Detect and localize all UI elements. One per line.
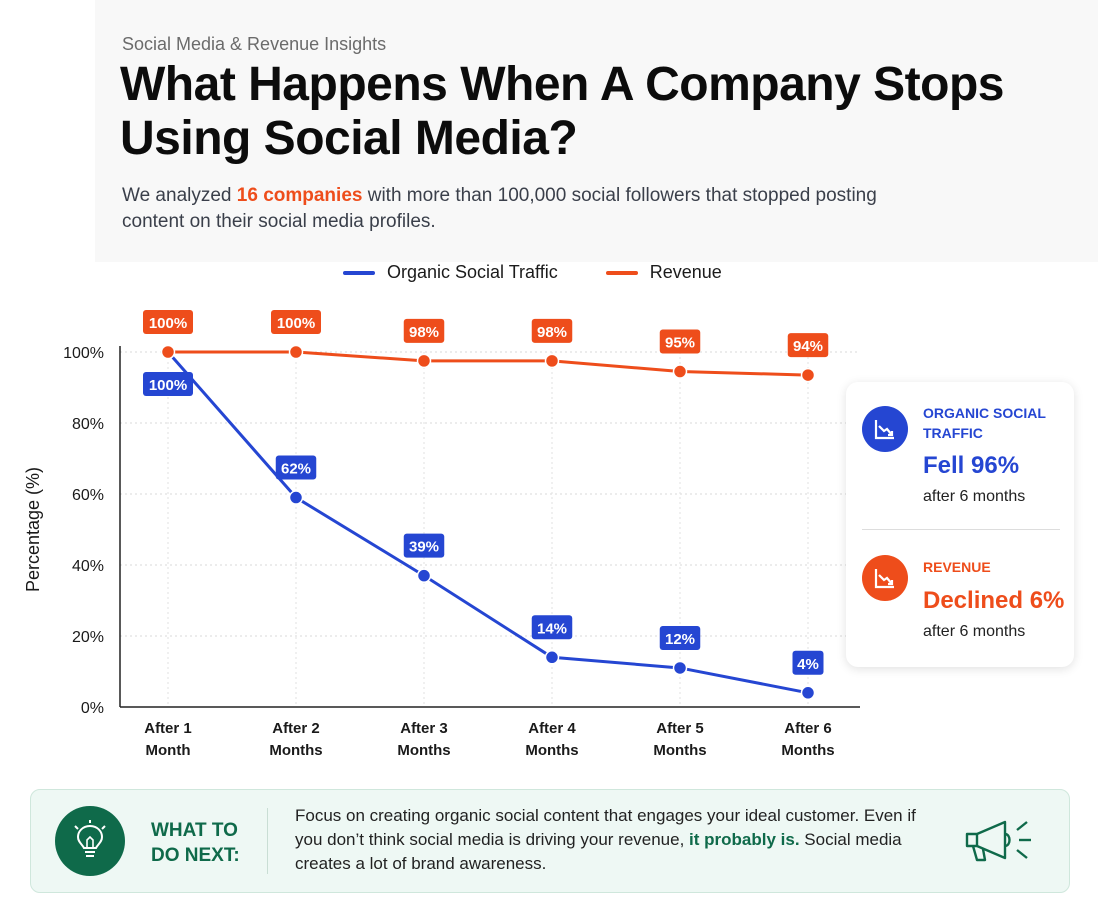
subtitle: We analyzed 16 companies with more than … — [122, 183, 882, 235]
y-tick-label: 0% — [81, 700, 104, 717]
legend-item-revenue: Revenue — [605, 262, 722, 283]
revenue-change: Declined 6% — [923, 587, 1064, 615]
data-point-organic — [800, 685, 816, 701]
legend-item-organic: Organic Social Traffic — [343, 262, 558, 283]
data-label-box-revenue — [659, 329, 701, 354]
organic-label-line2: TRAFFIC — [923, 425, 983, 441]
chart-legend: Organic Social Traffic Revenue — [343, 262, 770, 283]
organic-badge — [862, 406, 908, 452]
data-label-revenue: 98% — [537, 324, 567, 341]
subtitle-highlight: 16 companies — [236, 185, 363, 206]
x-tick-label: After 2 — [272, 720, 320, 737]
next-steps-panel: WHAT TO DO NEXT: Focus on creating organ… — [30, 789, 1070, 893]
data-label-box-revenue — [271, 310, 321, 334]
data-label-box-revenue — [403, 318, 445, 343]
x-tick-label: Months — [781, 742, 834, 759]
y-tick-label: 80% — [72, 416, 104, 433]
data-label-box-organic — [143, 372, 193, 396]
data-point-revenue — [288, 344, 304, 360]
data-label-revenue: 100% — [277, 315, 315, 332]
y-axis-label: Percentage (%) — [23, 467, 43, 592]
organic-change: Fell 96% — [923, 452, 1020, 479]
y-tick-label: 60% — [72, 487, 104, 504]
revenue-change-value: 6% — [1029, 587, 1065, 614]
data-label-organic: 12% — [665, 631, 695, 648]
data-point-organic — [288, 490, 304, 505]
data-point-revenue — [416, 353, 432, 369]
data-label-box-revenue — [143, 310, 193, 334]
page-title: What Happens When A Company Stops Using … — [120, 58, 1004, 165]
chart-down-icon — [874, 420, 894, 440]
x-tick-label: Months — [525, 742, 578, 759]
x-tick-label: Month — [146, 742, 191, 759]
legend-swatch-organic — [343, 270, 375, 275]
revenue-change-prefix: Declined — [923, 587, 1030, 614]
summary-divider — [862, 529, 1060, 530]
data-label-revenue: 94% — [793, 338, 823, 355]
eyebrow: Social Media & Revenue Insights — [122, 34, 387, 54]
x-tick-label: After 6 — [784, 720, 832, 737]
x-tick-label: Months — [653, 742, 706, 759]
x-tick-label: After 4 — [528, 720, 576, 737]
subtitle-text-start: We analyzed — [122, 185, 237, 206]
chart-down-icon — [874, 569, 894, 589]
series-line-revenue — [168, 350, 809, 377]
header-background — [95, 0, 1098, 262]
x-tick-label: Months — [269, 742, 322, 759]
data-point-revenue — [160, 344, 176, 360]
organic-period: after 6 months — [923, 488, 1026, 505]
data-point-organic — [544, 650, 560, 665]
x-tick-label: Months — [397, 742, 450, 759]
data-label-box-organic — [659, 625, 701, 650]
data-point-organic — [416, 568, 432, 583]
data-label-box-revenue — [531, 318, 573, 343]
data-point-revenue — [544, 353, 560, 369]
y-tick-label: 40% — [72, 558, 104, 575]
data-label-organic: 14% — [537, 620, 567, 637]
next-steps-highlight: it probably is. — [689, 830, 800, 849]
next-steps-divider — [267, 808, 268, 874]
legend-label-revenue: Revenue — [649, 262, 722, 282]
lightbulb-icon — [74, 820, 106, 857]
revenue-badge — [862, 555, 908, 601]
next-steps-text-start: Focus on creating organic social content… — [295, 806, 916, 849]
organic-label: ORGANIC SOCIAL TRAFFIC — [923, 403, 1046, 443]
data-label-box-organic — [792, 650, 824, 675]
data-label-box-revenue — [787, 333, 829, 358]
data-label-revenue: 95% — [665, 335, 695, 352]
revenue-label: REVENUE — [923, 559, 991, 575]
data-label-organic: 39% — [409, 539, 439, 556]
next-steps-text-end: Social media creates a lot of brand awar… — [295, 830, 902, 873]
next-steps-text: Focus on creating organic social content… — [295, 804, 935, 876]
y-tick-label: 100% — [63, 345, 104, 362]
y-tick-label: 20% — [72, 629, 104, 646]
next-steps-heading-line1: WHAT TO — [151, 820, 238, 841]
data-label-box-organic — [531, 615, 573, 640]
x-tick-label: After 3 — [400, 720, 448, 737]
data-point-revenue — [800, 367, 816, 383]
organic-label-line1: ORGANIC SOCIAL — [923, 405, 1046, 421]
x-tick-label: After 5 — [656, 720, 704, 737]
lightbulb-badge — [55, 806, 125, 876]
data-label-box-organic — [275, 455, 317, 480]
data-label-organic: 62% — [281, 461, 311, 478]
legend-label-organic: Organic Social Traffic — [387, 262, 558, 282]
subtitle-text-end: with more than 100,000 social followers … — [122, 185, 877, 232]
data-point-organic — [672, 660, 688, 676]
legend-swatch-revenue — [605, 270, 638, 275]
summary-card: ORGANIC SOCIAL TRAFFIC Fell 96% after 6 … — [846, 382, 1074, 667]
line-chart: 0% 20% 40% 60% 80% 100% After 1 Month After 2 Mon… — [23, 310, 860, 759]
megaphone-icon — [965, 820, 1031, 862]
x-tick-label: After 1 — [144, 720, 192, 737]
data-label-organic: 4% — [797, 656, 819, 673]
data-point-revenue — [672, 364, 688, 379]
next-steps-heading-line2: DO NEXT: — [151, 845, 240, 866]
revenue-period: after 6 months — [923, 623, 1026, 640]
next-steps-heading: WHAT TO DO NEXT: — [151, 818, 261, 868]
data-label-organic: 100% — [149, 377, 187, 394]
data-label-revenue: 100% — [149, 315, 187, 332]
series-line-organic — [166, 351, 809, 695]
data-label-box-organic — [403, 533, 445, 558]
data-label-revenue: 98% — [409, 324, 439, 341]
